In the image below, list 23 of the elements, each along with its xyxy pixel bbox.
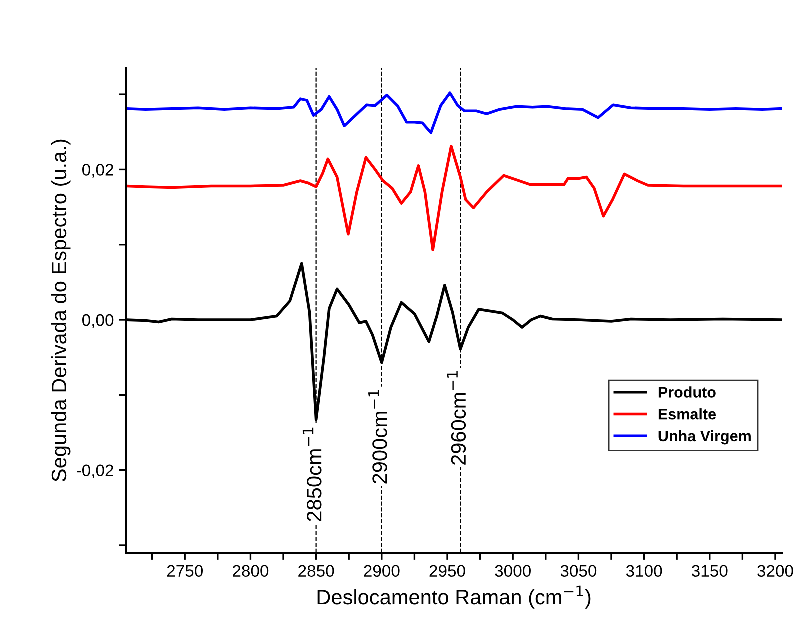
- x-axis-title: Deslocamento Raman (cm$^{−1}$): [318, 586, 591, 609]
- x-tick-label: 2900: [364, 565, 400, 578]
- x-tick-label: 2950: [430, 565, 466, 578]
- y-tick-label: 0,02: [82, 164, 114, 178]
- x-tick-label: 3000: [495, 565, 531, 578]
- legend-label: Produto: [658, 386, 716, 398]
- ref-line-label: 2900cm$^{−1}$: [368, 390, 388, 484]
- legend-label: Esmalte: [658, 408, 716, 420]
- y-tick-label: 0,00: [82, 314, 114, 328]
- x-tick-label: 2800: [233, 565, 269, 578]
- x-tick-label: 3200: [758, 565, 794, 578]
- y-axis-title: Segunda Derivada do Espectro (u.a.): [51, 140, 71, 482]
- line-series: [126, 92, 782, 134]
- x-tick-label: 3150: [692, 565, 728, 578]
- x-tick-label: 2850: [298, 565, 334, 578]
- y-tick-label: -0,02: [77, 464, 114, 478]
- legend-label: Unha Virgem: [658, 430, 751, 445]
- x-tick-label: 2750: [167, 565, 204, 578]
- x-tick-label: 3050: [560, 565, 597, 578]
- x-tick-label: 3100: [626, 565, 662, 578]
- ref-line-label: 2960cm$^{−1}$: [447, 371, 466, 465]
- line-series: [126, 145, 782, 252]
- ref-line-label: 2850cm$^{−1}$: [302, 428, 322, 522]
